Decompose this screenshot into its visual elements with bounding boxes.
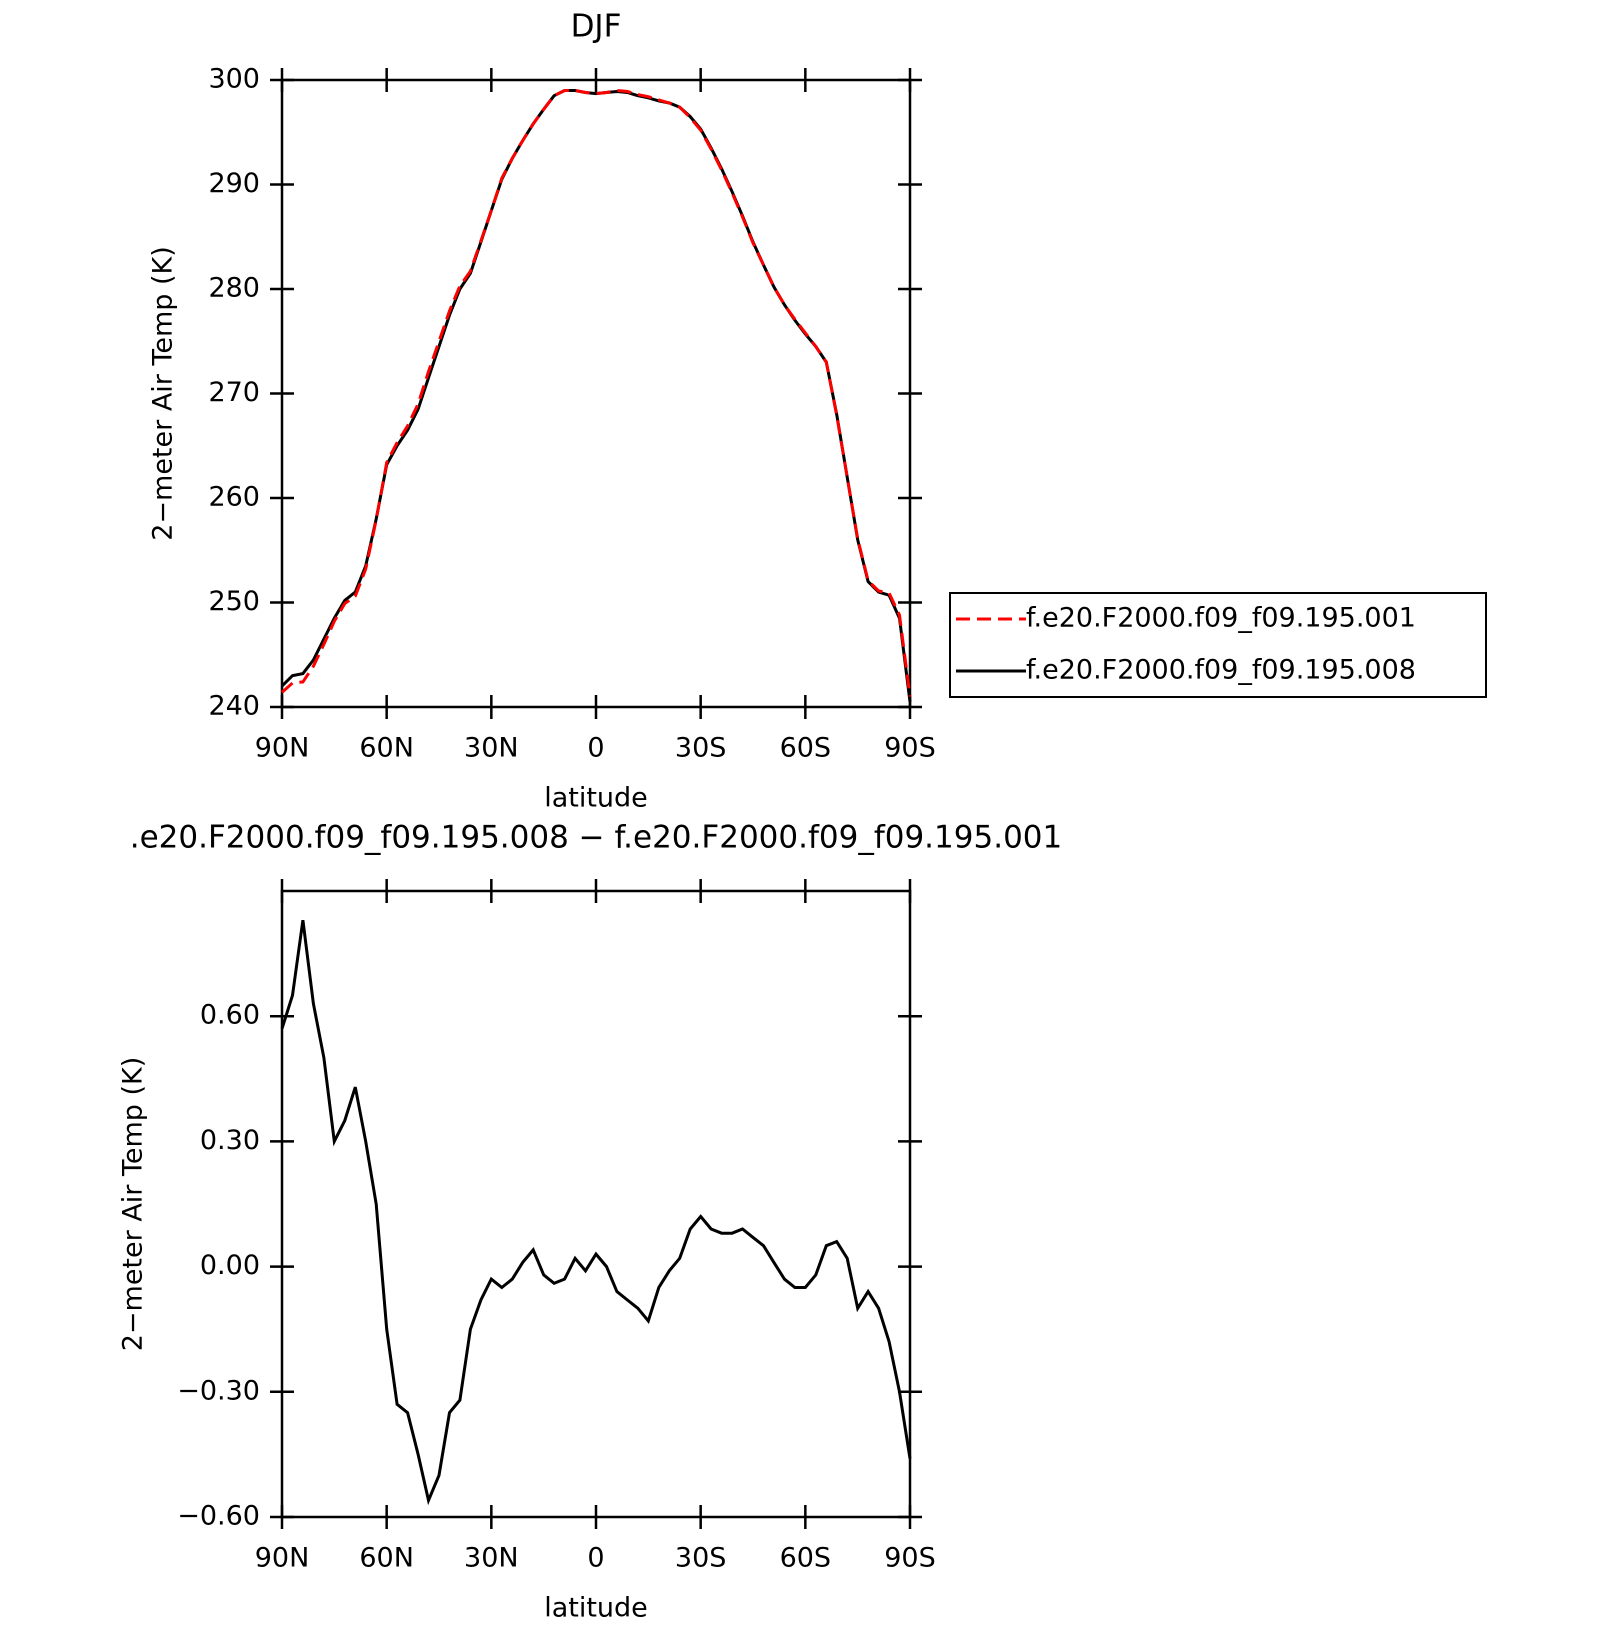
series-line: [280, 88, 912, 697]
y-tick-label: 240: [208, 691, 260, 722]
x-tick-label: 60N: [359, 733, 414, 764]
chart-title: DJF: [571, 9, 622, 45]
y-axis-label: 2−meter Air Temp (K): [148, 246, 179, 541]
legend: f.e20.F2000.f09_f09.195.001 f.e20.F2000.f…: [949, 592, 1487, 698]
y-tick-label: 280: [208, 273, 260, 304]
x-tick-label: 30N: [464, 733, 519, 764]
x-axis-label: latitude: [544, 783, 648, 814]
x-tick-label: 0: [587, 733, 604, 764]
legend-label: f.e20.F2000.f09_f09.195.008: [1026, 655, 1416, 686]
x-tick-label: 30S: [675, 1543, 727, 1574]
y-tick-label: −0.30: [177, 1375, 260, 1406]
y-tick-label: 0.60: [200, 1000, 260, 1031]
x-tick-label: 60S: [780, 733, 832, 764]
panel: .e20.F2000.f09_f09.195.008 − f.e20.F2000…: [118, 820, 1063, 1624]
x-tick-label: 30N: [464, 1543, 519, 1574]
legend-label: f.e20.F2000.f09_f09.195.001: [1026, 603, 1416, 634]
y-tick-label: 0.00: [200, 1250, 260, 1281]
y-tick-label: 260: [208, 482, 260, 513]
series-line: [280, 89, 912, 702]
y-axis-label: 2−meter Air Temp (K): [118, 1057, 149, 1352]
x-tick-label: 90S: [884, 733, 936, 764]
y-tick-label: 250: [208, 586, 260, 617]
series-line: [280, 919, 912, 1506]
x-tick-label: 90N: [255, 733, 310, 764]
x-tick-label: 90N: [255, 1543, 310, 1574]
panel: DJF latitude 2−meter Air Temp (K) 90N 60N 30N…: [148, 9, 1487, 814]
y-tick-label: 0.30: [200, 1125, 260, 1156]
x-axis-label: latitude: [544, 1593, 648, 1624]
y-tick-label: 290: [208, 168, 260, 199]
legend-box: [949, 592, 1487, 698]
y-tick-label: 270: [208, 377, 260, 408]
x-tick-label: 30S: [675, 733, 727, 764]
plot-frame: [280, 78, 912, 709]
y-tick-label: 300: [208, 64, 260, 95]
x-tick-label: 60N: [359, 1543, 414, 1574]
y-tick-label: −0.60: [177, 1501, 260, 1532]
chart-title: .e20.F2000.f09_f09.195.008 − f.e20.F2000…: [130, 820, 1062, 856]
x-tick-label: 0: [587, 1543, 604, 1574]
x-tick-label: 90S: [884, 1543, 936, 1574]
x-tick-label: 60S: [780, 1543, 832, 1574]
